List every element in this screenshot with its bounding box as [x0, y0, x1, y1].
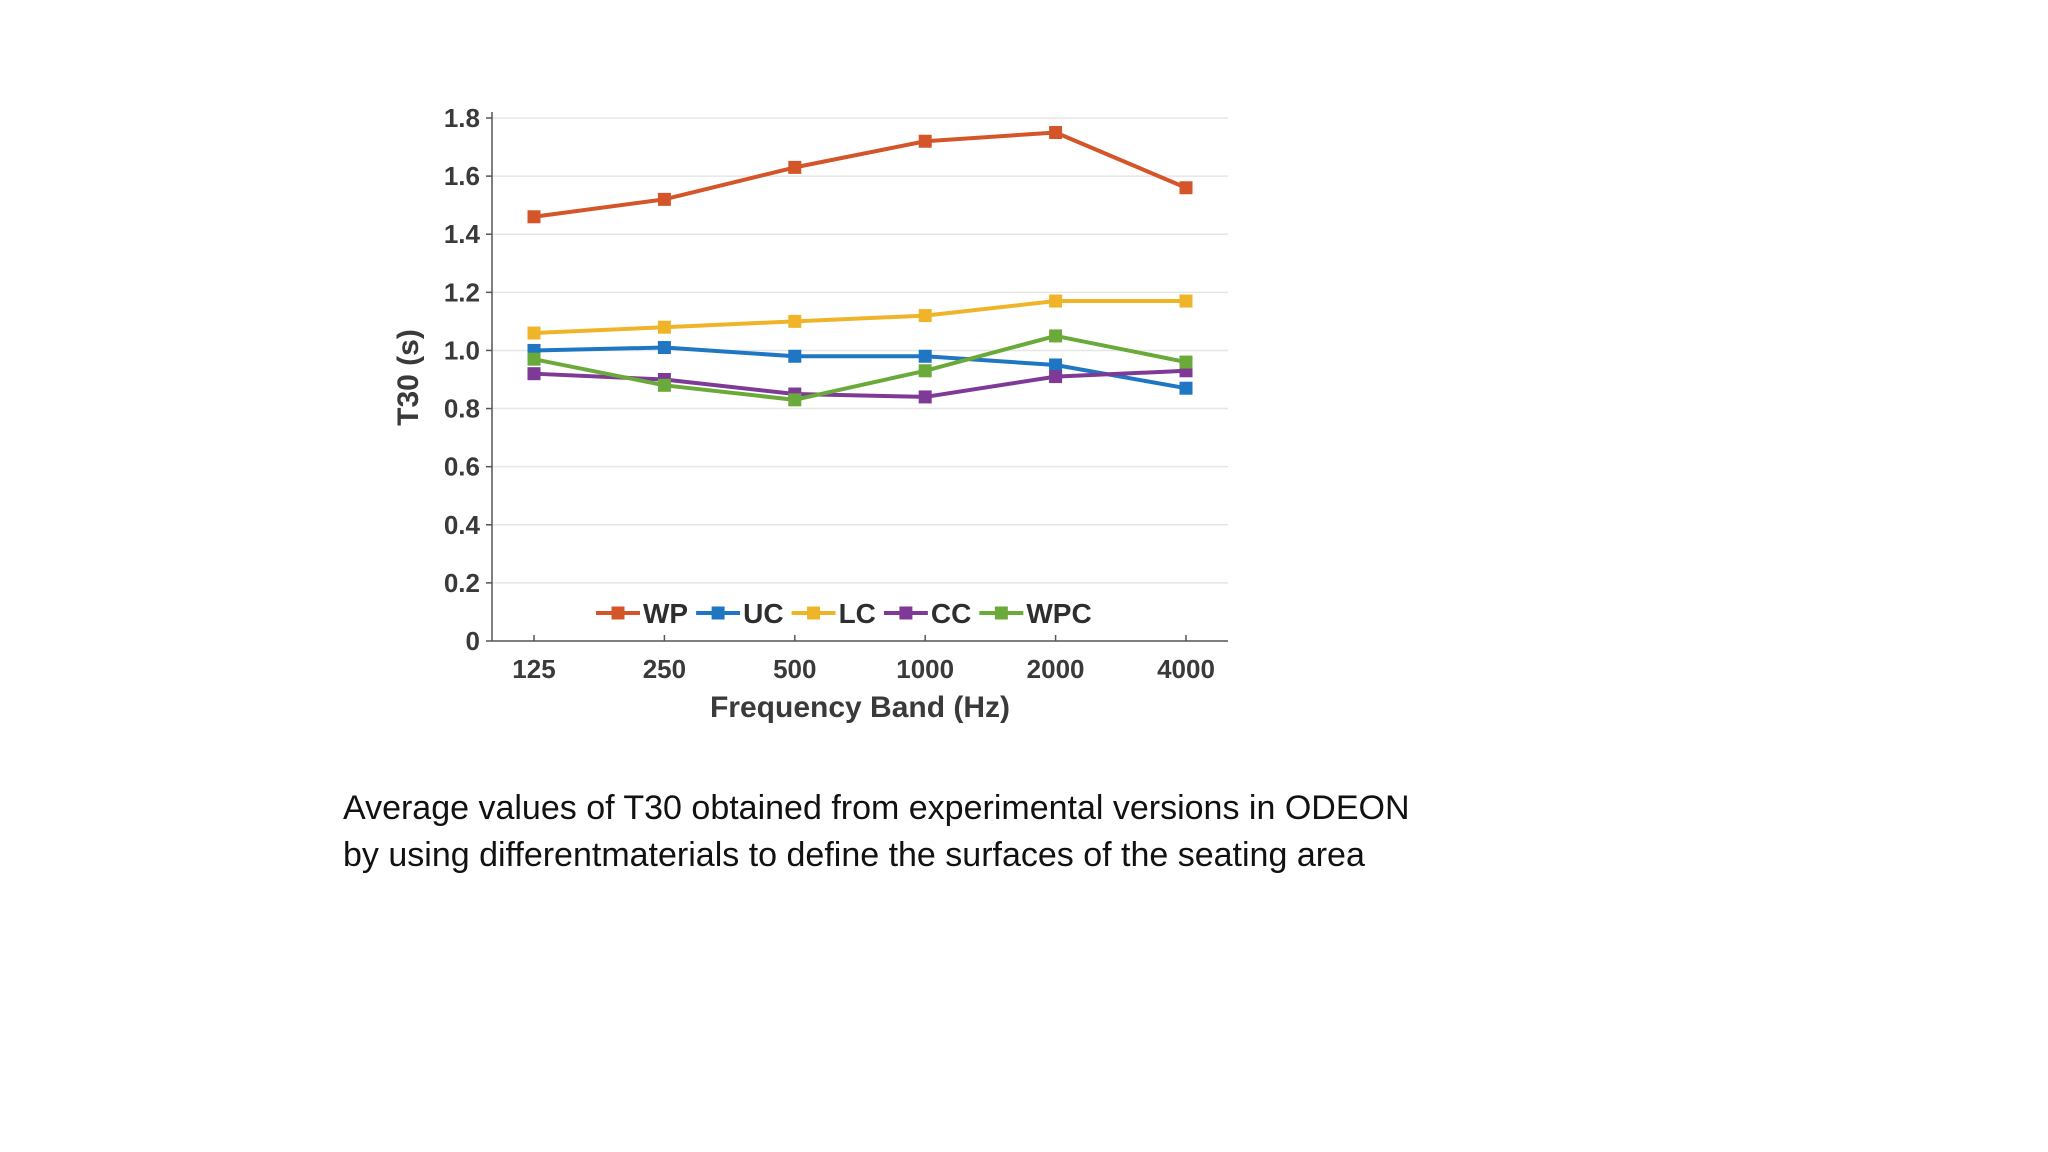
- y-axis-title: T30 (s): [392, 329, 425, 426]
- data-point-lc: [918, 309, 932, 323]
- data-point-wpc: [918, 364, 932, 378]
- legend-item-lc: LC: [791, 598, 876, 629]
- y-tick-label: 1.2: [444, 277, 480, 307]
- data-point-wpc: [1179, 355, 1193, 369]
- series-lc: [527, 294, 1193, 340]
- legend-label: WP: [643, 598, 688, 629]
- line-chart: 0 0.2 0.4 0.6 0.8 1.0 1.2 1.4 1.6 1.8 125 250 500 10…: [392, 103, 1228, 724]
- y-tick-label: 0: [466, 626, 480, 656]
- x-tick-label: 500: [773, 654, 816, 684]
- y-tick-label: 0.4: [444, 510, 481, 540]
- series-line-lc: [533, 299, 1186, 336]
- y-tick-label: 0.2: [444, 568, 480, 598]
- legend-marker: [711, 606, 725, 620]
- series-line-uc: [533, 345, 1187, 391]
- data-point-uc: [918, 349, 932, 363]
- legend-label: LC: [839, 598, 876, 629]
- x-tick-labels: 125 250 500 1000 2000 4000: [512, 654, 1215, 684]
- y-tick-label: 1.4: [444, 219, 481, 249]
- x-tick-label: 250: [643, 654, 686, 684]
- axes: [486, 112, 1228, 642]
- y-tick-label: 1.6: [444, 161, 480, 191]
- y-tick-label: 1.0: [444, 335, 480, 365]
- data-point-lc: [788, 314, 802, 328]
- data-point-uc: [657, 341, 671, 355]
- legend-label: UC: [743, 598, 783, 629]
- data-point-wpc: [788, 393, 802, 407]
- data-point-wp: [1179, 181, 1193, 195]
- x-tick-label: 2000: [1027, 654, 1085, 684]
- data-point-cc: [1049, 370, 1063, 384]
- data-point-wpc: [527, 352, 541, 366]
- data-point-wpc: [657, 378, 671, 392]
- legend-label: CC: [931, 598, 971, 629]
- data-series: [527, 126, 1193, 407]
- legend-marker: [899, 606, 913, 620]
- y-tick-labels: 0 0.2 0.4 0.6 0.8 1.0 1.2 1.4 1.6 1.8: [444, 103, 481, 656]
- data-point-wp: [918, 134, 932, 148]
- y-tick-label: 0.6: [444, 452, 480, 482]
- data-point-lc: [657, 320, 671, 334]
- legend-item-wp: WP: [596, 598, 688, 629]
- data-point-lc: [1179, 294, 1193, 308]
- legend-item-wpc: WPC: [979, 598, 1092, 629]
- legend-item-uc: UC: [696, 598, 784, 629]
- x-axis-title: Frequency Band (Hz): [710, 691, 1010, 724]
- data-point-uc: [788, 349, 802, 363]
- x-tick-label: 1000: [896, 654, 954, 684]
- y-tick-label: 0.8: [444, 394, 480, 424]
- data-point-wp: [657, 192, 671, 206]
- series-wp: [527, 126, 1193, 224]
- x-tick-label: 4000: [1157, 654, 1215, 684]
- series-line-wpc: [533, 333, 1187, 402]
- data-point-wp: [788, 160, 802, 174]
- data-point-cc: [527, 367, 541, 381]
- legend-label: WPC: [1026, 598, 1091, 629]
- x-tick-label: 125: [512, 654, 555, 684]
- legend-item-cc: CC: [883, 598, 971, 629]
- data-point-lc: [527, 326, 541, 340]
- legend-marker: [807, 606, 821, 620]
- figure-caption: Average values of T30 obtained from expe…: [343, 789, 1410, 874]
- series-line-cc: [533, 368, 1187, 399]
- legend-marker: [611, 606, 625, 620]
- data-point-wpc: [1049, 329, 1063, 343]
- data-point-wp: [1049, 126, 1063, 140]
- series-wpc: [527, 329, 1193, 407]
- data-point-uc: [1179, 381, 1193, 395]
- legend: WP UC LC CC WPC: [596, 598, 1092, 629]
- data-point-uc: [1049, 358, 1063, 372]
- series-line-wp: [533, 130, 1187, 219]
- chart-container: 0 0.2 0.4 0.6 0.8 1.0 1.2 1.4 1.6 1.8 125 250 500 10…: [392, 103, 1228, 724]
- y-tick-label: 1.8: [444, 103, 480, 133]
- data-point-lc: [1049, 294, 1063, 308]
- data-point-wp: [527, 210, 541, 224]
- legend-marker: [994, 606, 1008, 620]
- data-point-cc: [918, 390, 932, 404]
